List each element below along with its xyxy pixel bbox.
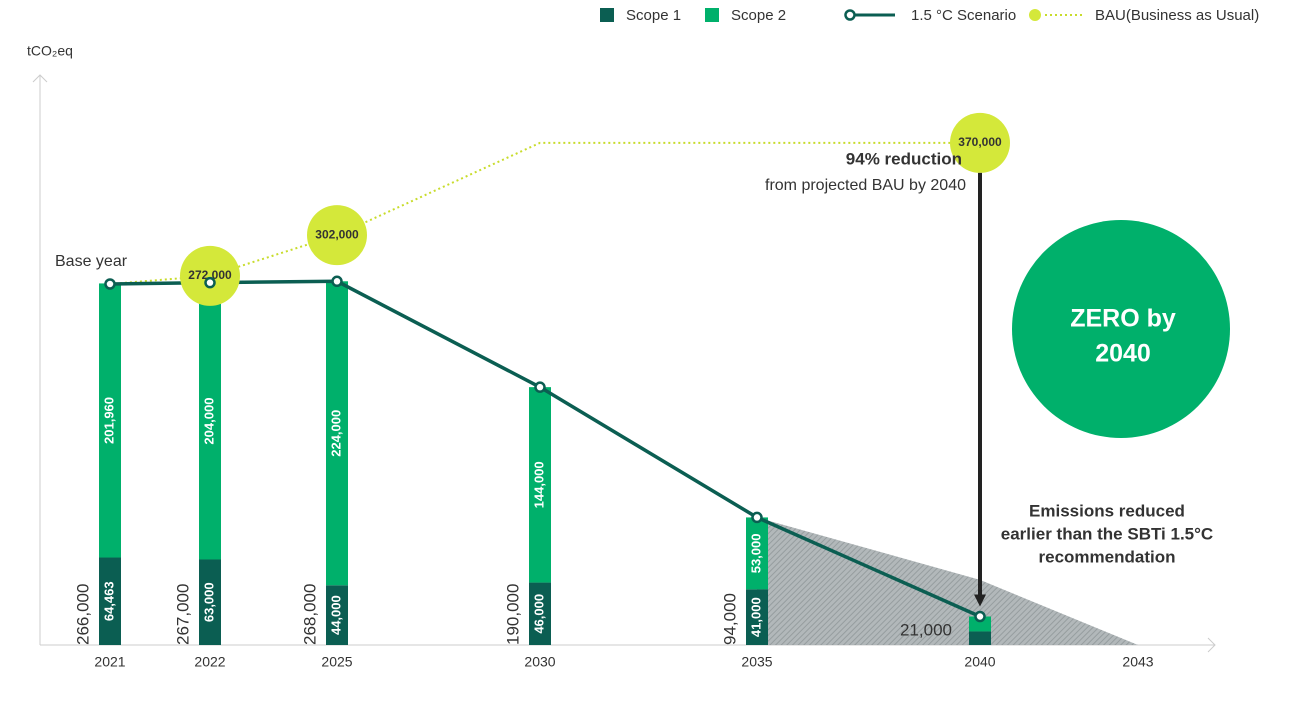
- bar-segment: [529, 387, 551, 583]
- bar-segment: [529, 582, 551, 645]
- y-axis-label: tCO₂eq: [27, 43, 73, 59]
- sbti-text: earlier than the SBTi 1.5°C: [1001, 524, 1213, 543]
- total-label: 268,000: [300, 584, 319, 645]
- bar-segment: [199, 559, 221, 645]
- bar-value-label: 53,000: [748, 534, 763, 574]
- total-label: 267,000: [173, 584, 192, 645]
- legend-marker: [1029, 9, 1041, 21]
- bar-value-label: 64,463: [101, 581, 116, 621]
- bau-bubble: [307, 205, 367, 266]
- reduction-title: 94% reduction: [846, 149, 962, 168]
- x-tick-label: 2030: [524, 654, 555, 670]
- x-tick-label: 2043: [1122, 654, 1153, 670]
- bar-value-label: 41,000: [748, 597, 763, 637]
- bar-segment: [969, 616, 991, 632]
- x-tick-label: 2035: [741, 654, 772, 670]
- x-tick-label: 2022: [194, 654, 225, 670]
- sbti-text: Emissions reduced: [1029, 501, 1185, 520]
- bar-segment: [99, 283, 121, 558]
- bar-segment: [746, 589, 768, 645]
- bar-segment: [746, 517, 768, 590]
- reduction-text: from projected BAU by 2040: [765, 177, 966, 194]
- legend-swatch: [600, 8, 614, 22]
- bar-segment: [969, 631, 991, 645]
- scenario-marker: [974, 610, 986, 623]
- legend-swatch: [705, 8, 719, 22]
- zero-circle: [1012, 220, 1230, 438]
- scenario-marker: [534, 381, 546, 393]
- bau-label: 272,000: [188, 268, 232, 282]
- bar-segment: [99, 557, 121, 645]
- zero-text: 2040: [1095, 340, 1151, 368]
- x-tick-label: 2040: [964, 654, 995, 670]
- scenario-marker: [331, 275, 343, 288]
- bar-value-label: 144,000: [531, 461, 546, 508]
- total-label: 21,000: [900, 620, 952, 639]
- bar-value-label: 201,960: [101, 397, 116, 444]
- bau-label: 302,000: [315, 227, 359, 241]
- x-tick-label: 2025: [321, 654, 352, 670]
- legend-label: 1.5 °C Scenario: [911, 7, 1016, 24]
- bar-value-label: 46,000: [531, 594, 546, 634]
- scenario-marker: [204, 276, 216, 289]
- scenario-marker: [104, 278, 116, 290]
- bar-value-label: 44,000: [328, 595, 343, 635]
- bau-label: 370,000: [958, 135, 1002, 149]
- zero-text: ZERO by: [1070, 305, 1176, 333]
- recommendation-area: [757, 517, 1138, 645]
- bau-bubble: [180, 245, 240, 306]
- bar-segment: [199, 282, 221, 560]
- total-label: 94,000: [720, 593, 739, 645]
- y-axis: [32, 74, 48, 645]
- base-year: Base year: [55, 253, 128, 270]
- legend-marker: [844, 9, 856, 21]
- bar-value-label: 224,000: [328, 410, 343, 457]
- bau-bubble: [950, 112, 1010, 173]
- scenario-marker: [751, 511, 763, 524]
- x-tick-label: 2021: [94, 654, 125, 670]
- total-label: 266,000: [73, 584, 92, 645]
- total-label: 190,000: [503, 584, 522, 645]
- bar-value-label: 63,000: [201, 582, 216, 622]
- legend-label: Scope 2: [731, 7, 786, 24]
- bar-segment: [326, 281, 348, 586]
- bar-value-label: 204,000: [201, 398, 216, 445]
- bau-line: [109, 141, 980, 285]
- sbti-text: recommendation: [1039, 547, 1176, 566]
- bar-segment: [326, 585, 348, 645]
- legend-label: Scope 1: [626, 7, 681, 24]
- legend-label: BAU(Business as Usual): [1095, 7, 1259, 24]
